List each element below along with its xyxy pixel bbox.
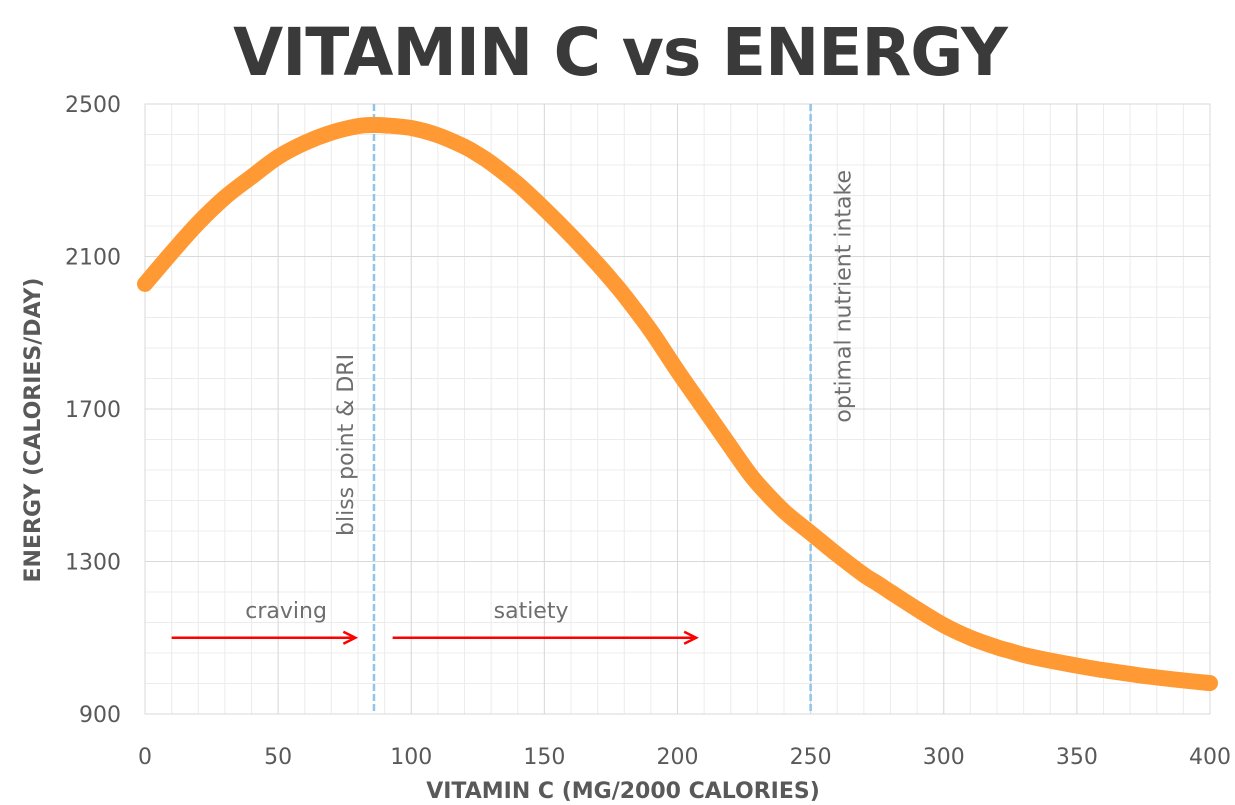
x-tick-label: 150: [523, 745, 565, 770]
x-tick-label: 50: [264, 745, 292, 770]
annotation-craving: craving: [245, 599, 327, 624]
x-tick-label: 250: [790, 745, 832, 770]
y-tick-label: 900: [79, 703, 121, 728]
x-tick-label: 400: [1189, 745, 1231, 770]
x-tick-label: 300: [923, 745, 965, 770]
arrow-head: [342, 630, 359, 645]
x-tick-labels: 0 50 100 150 200 250 300 350 400: [138, 745, 1231, 770]
satiety-arrow: [392, 630, 699, 645]
y-tick-label: 2100: [65, 246, 121, 271]
x-tick-label: 200: [657, 745, 699, 770]
chart-title: VITAMIN C vs ENERGY: [233, 14, 1008, 91]
x-tick-label: 350: [1056, 745, 1098, 770]
reference-line-label: optimal nutrient intake: [832, 170, 857, 423]
y-tick-label: 2500: [65, 93, 121, 118]
craving-arrow: [171, 630, 359, 645]
arrow-head: [683, 630, 699, 645]
plot-border: [144, 103, 1211, 715]
annotation-arrows: [171, 630, 699, 645]
series-line-energy: [137, 116, 1218, 692]
y-tick-labels: 900 1300 1700 2100 2500: [65, 93, 121, 728]
annotation-labels: bliss point & DRI optimal nutrient intake…: [245, 170, 856, 624]
plot-area-border: [144, 103, 1211, 715]
x-axis-title: VITAMIN C (MG/2000 CALORIES): [426, 779, 820, 804]
x-tick-label: 100: [390, 745, 432, 770]
reference-lines: [372, 104, 812, 714]
series-layer: [137, 116, 1218, 692]
reference-line-label: bliss point & DRI: [334, 354, 359, 536]
y-tick-label: 1300: [65, 551, 121, 576]
y-tick-label: 1700: [65, 398, 121, 423]
x-tick-label: 0: [138, 745, 152, 770]
annotation-satiety: satiety: [494, 599, 569, 624]
y-axis-title: ENERGY (CALORIES/DAY): [21, 278, 46, 583]
